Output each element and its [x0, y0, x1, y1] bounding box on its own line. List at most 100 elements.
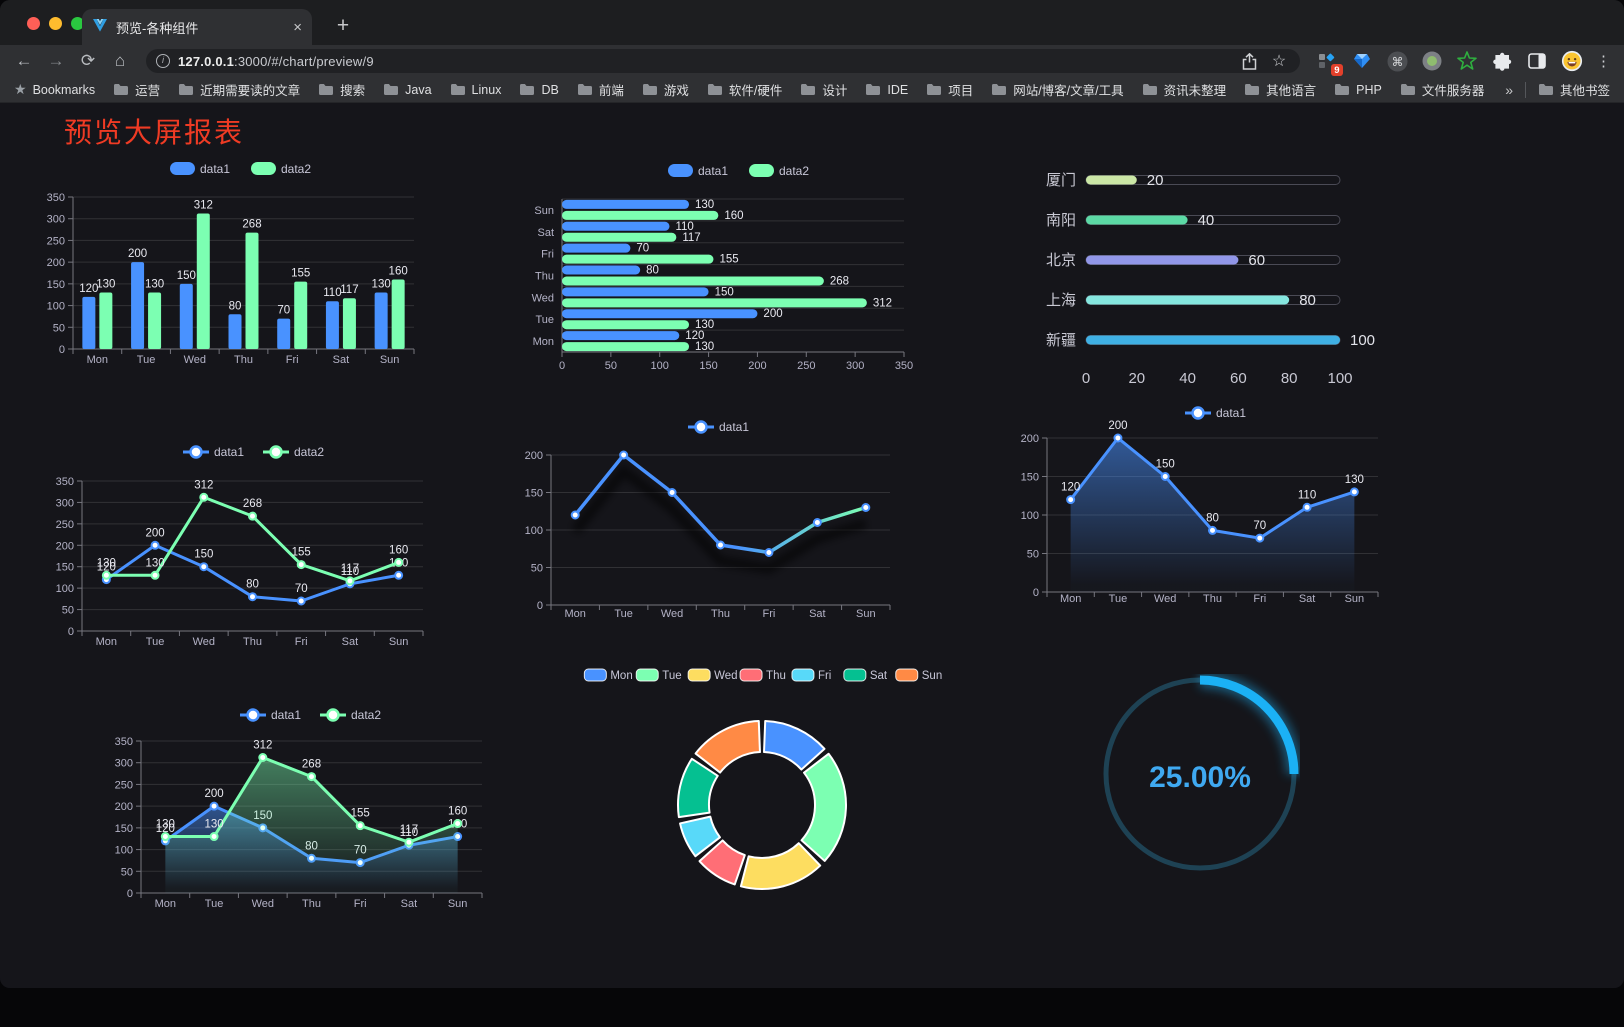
bookmarks-overflow-chevron[interactable]: »	[1505, 81, 1513, 98]
svg-text:Sun: Sun	[389, 636, 409, 648]
bookmarks-right: » 其他书签	[1505, 80, 1610, 99]
bookmarks-bar: ★ Bookmarks 运营 近期需要读的文章 搜索 Java Linux DB 前端 游戏软…	[0, 77, 1624, 103]
svg-text:250: 250	[797, 360, 815, 372]
svg-text:Tue: Tue	[535, 314, 554, 326]
bookmark-folder[interactable]: 资讯未整理	[1142, 80, 1226, 99]
other-bookmarks[interactable]: 其他书签	[1538, 80, 1610, 99]
svg-text:Fri: Fri	[763, 608, 776, 620]
svg-text:Mon: Mon	[533, 336, 554, 348]
extensions-puzzle-icon[interactable]	[1491, 50, 1513, 72]
tab-strip: 预览-各种组件 × +	[0, 0, 1624, 45]
svg-text:80: 80	[246, 579, 259, 591]
chart-area-two-series: data1 data2 0 50 100 150 200 250 300 350 Mon Tue Wed…	[100, 670, 505, 920]
svg-text:300: 300	[846, 360, 864, 372]
folder-icon	[179, 84, 194, 95]
svg-text:130: 130	[96, 279, 115, 291]
svg-text:Thu: Thu	[234, 354, 253, 366]
bookmarks-divider	[1524, 81, 1526, 98]
svg-text:100: 100	[115, 845, 133, 857]
browser-tab[interactable]: 预览-各种组件 ×	[82, 9, 312, 45]
svg-text:上海: 上海	[1046, 292, 1076, 309]
svg-text:100: 100	[525, 525, 543, 537]
bookmark-folder[interactable]: PHP	[1334, 80, 1382, 99]
svg-text:Thu: Thu	[766, 670, 786, 682]
svg-text:120: 120	[97, 562, 116, 574]
close-window-button[interactable]	[27, 17, 40, 30]
bookmark-folder[interactable]: Linux	[450, 80, 501, 99]
svg-text:data1: data1	[271, 708, 301, 722]
svg-text:Tue: Tue	[137, 354, 156, 366]
command-extension-icon[interactable]: ⌘	[1386, 50, 1408, 72]
bookmark-folder[interactable]: IDE	[865, 80, 908, 99]
svg-text:130: 130	[145, 557, 164, 569]
svg-text:130: 130	[97, 557, 116, 569]
record-extension-icon[interactable]	[1421, 50, 1443, 72]
bookmark-folder[interactable]: 文件服务器	[1400, 80, 1484, 99]
svg-text:60: 60	[1230, 370, 1247, 387]
bookmark-folder[interactable]: Java	[383, 80, 432, 99]
svg-text:Wed: Wed	[661, 608, 683, 620]
folder-icon	[384, 84, 399, 95]
extension-grid-icon[interactable]: 9	[1316, 50, 1343, 76]
zoom-window-button[interactable]	[71, 17, 84, 30]
svg-text:200: 200	[56, 540, 74, 552]
bookmark-star-icon[interactable]: ☆	[1271, 53, 1287, 70]
url-text: 127.0.0.1:3000/#/chart/preview/9	[178, 54, 374, 69]
profile-avatar[interactable]	[1561, 50, 1583, 72]
svg-text:117: 117	[341, 563, 359, 575]
bookmark-folder[interactable]: 游戏	[642, 80, 689, 99]
svg-text:155: 155	[719, 254, 738, 266]
svg-text:0: 0	[537, 600, 543, 612]
bookmarks-root[interactable]: ★ Bookmarks	[14, 81, 96, 97]
bookmark-folder[interactable]: 项目	[926, 80, 973, 99]
svg-text:Fri: Fri	[295, 636, 308, 648]
svg-text:data1: data1	[1216, 406, 1246, 420]
home-button[interactable]: ⌂	[114, 51, 126, 70]
browser-menu-icon[interactable]: ⋮	[1596, 53, 1611, 70]
forward-button[interactable]: →	[47, 51, 65, 70]
svg-text:70: 70	[1253, 520, 1266, 532]
svg-text:160: 160	[389, 266, 408, 278]
folder-icon	[1245, 84, 1260, 95]
tab-close-icon[interactable]: ×	[293, 18, 302, 36]
svg-text:150: 150	[1021, 472, 1039, 484]
svg-text:80: 80	[1206, 512, 1219, 524]
bookmark-folder[interactable]: 运营	[113, 80, 160, 99]
svg-text:Wed: Wed	[252, 898, 274, 910]
svg-text:Sun: Sun	[534, 205, 554, 217]
reload-button[interactable]: ⟳	[80, 51, 96, 70]
share-icon[interactable]	[1238, 50, 1260, 72]
back-button[interactable]: ←	[15, 51, 33, 70]
svg-text:150: 150	[47, 279, 65, 291]
svg-text:120: 120	[1061, 482, 1080, 494]
bookmark-folder[interactable]: DB	[519, 80, 559, 99]
svg-text:268: 268	[243, 498, 262, 510]
svg-text:110: 110	[1298, 489, 1316, 501]
new-tab-button[interactable]: +	[336, 14, 350, 37]
bookmark-folder[interactable]: 搜索	[318, 80, 365, 99]
svg-text:150: 150	[194, 549, 213, 561]
svg-text:117: 117	[682, 232, 700, 244]
bookmark-folder[interactable]: 近期需要读的文章	[178, 80, 300, 99]
site-info-icon[interactable]: i	[156, 54, 170, 68]
svg-text:北京: 北京	[1046, 252, 1076, 269]
svg-text:Fri: Fri	[818, 670, 831, 682]
address-bar[interactable]: i 127.0.0.1:3000/#/chart/preview/9 ☆	[146, 49, 1300, 73]
green-star-extension-icon[interactable]	[1456, 50, 1478, 72]
svg-text:Thu: Thu	[1203, 593, 1222, 605]
gem-extension-icon[interactable]	[1351, 50, 1373, 72]
svg-text:80: 80	[229, 300, 242, 312]
svg-text:200: 200	[145, 527, 164, 539]
minimize-window-button[interactable]	[49, 17, 62, 30]
svg-text:250: 250	[47, 235, 65, 247]
svg-text:50: 50	[53, 322, 65, 334]
bookmark-folder[interactable]: 网站/博客/文章/工具	[991, 80, 1124, 99]
bookmark-folder[interactable]: 软件/硬件	[707, 80, 782, 99]
bookmark-folder[interactable]: 前端	[577, 80, 624, 99]
svg-text:250: 250	[115, 779, 133, 791]
sidebar-toggle-icon[interactable]	[1526, 50, 1548, 72]
bookmark-folder[interactable]: 其他语言	[1244, 80, 1316, 99]
svg-text:Tue: Tue	[662, 670, 681, 682]
svg-text:268: 268	[830, 276, 849, 288]
bookmark-folder[interactable]: 设计	[800, 80, 847, 99]
